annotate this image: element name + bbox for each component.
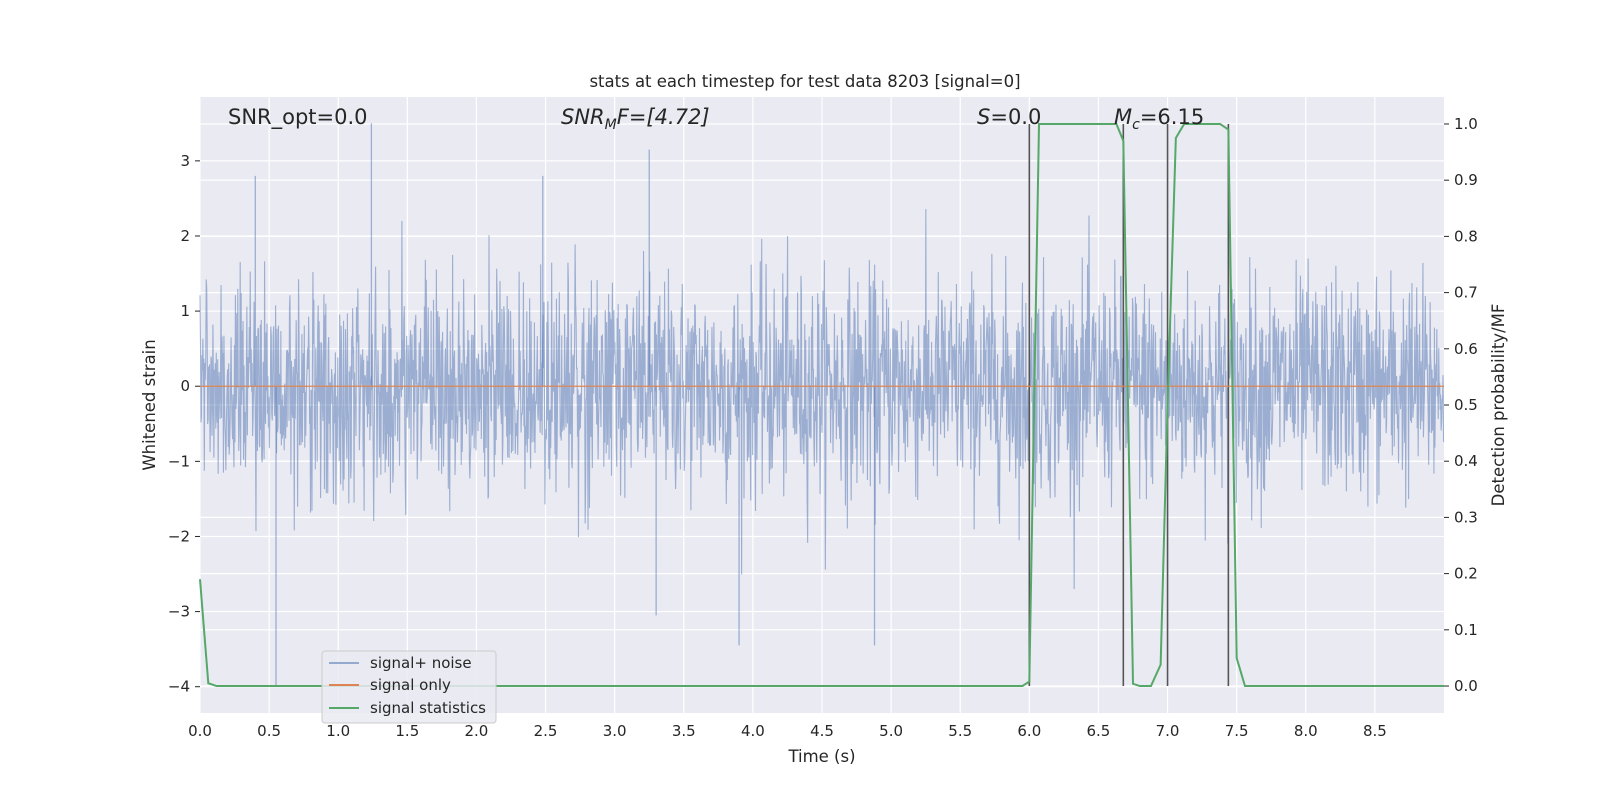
annotation-mc-base: M: [1114, 105, 1132, 129]
chart-title: stats at each timestep for test data 820…: [589, 72, 1020, 91]
y-left-tick-label: 0: [180, 377, 190, 395]
x-tick-label: 0.5: [257, 722, 281, 740]
annotation-s-value: =0.0: [990, 105, 1041, 129]
y-right-tick-label: 0.5: [1454, 396, 1478, 414]
x-tick-label: 8.0: [1294, 722, 1318, 740]
y-right-tick-label: 0.0: [1454, 677, 1478, 695]
x-tick-label: 3.0: [603, 722, 627, 740]
y-left-tick-labels: 3 2 1 0 −1 −2 −3 −4: [168, 152, 200, 696]
annotation-s-symbol: S: [977, 105, 990, 129]
legend: signal+ noise signal only signal statist…: [321, 650, 497, 724]
y-left-tick-label: −2: [168, 527, 190, 545]
annotation-mc: Mc=6.15: [1114, 105, 1204, 133]
annotation-mc-sub: c: [1132, 117, 1140, 133]
x-tick-label: 8.5: [1363, 722, 1387, 740]
y-right-axis-label: Detection probability/MF: [1489, 304, 1508, 507]
annotation-s: S=0.0: [977, 105, 1041, 129]
x-tick-label: 2.5: [534, 722, 558, 740]
y-left-axis-label: Whitened strain: [140, 339, 159, 470]
y-left-tick-label: −3: [168, 603, 190, 621]
signal-statistics-line: [199, 122, 1444, 688]
y-left-tick-label: 1: [180, 302, 190, 320]
y-right-tick-label: 0.9: [1454, 171, 1478, 189]
annotation-snr-mf-base: SNR: [561, 105, 605, 129]
series-signal-statistics: [199, 122, 1444, 688]
y-left-tick-label: 2: [180, 227, 190, 245]
legend-label-signal-plus-noise: signal+ noise: [370, 654, 472, 672]
x-tick-label: 5.5: [948, 722, 972, 740]
y-right-tick-label: 0.3: [1454, 508, 1478, 526]
y-right-tick-label: 0.6: [1454, 340, 1478, 358]
y-right-tick-label: 0.7: [1454, 284, 1478, 302]
y-right-tick-label: 0.4: [1454, 452, 1478, 470]
annotation-snr-mf-sub: M: [605, 117, 617, 133]
x-tick-label: 1.0: [326, 722, 350, 740]
x-tick-label: 4.5: [810, 722, 834, 740]
x-tick-label: 6.5: [1087, 722, 1111, 740]
x-axis-label: Time (s): [787, 747, 855, 766]
x-tick-label: 5.0: [879, 722, 903, 740]
x-tick-label: 6.0: [1017, 722, 1041, 740]
x-tick-label: 4.0: [741, 722, 765, 740]
x-tick-labels: 0.0 0.5 1.0 1.5 2.0 2.5 3.0 3.5 4.0 4.5 5.0 5.5 6.0 6…: [188, 722, 1387, 740]
legend-label-signal-statistics: signal statistics: [370, 699, 486, 717]
x-tick-label: 1.5: [395, 722, 419, 740]
y-left-tick-label: −1: [168, 452, 190, 470]
y-right-tick-label: 1.0: [1454, 115, 1478, 133]
x-tick-label: 3.5: [672, 722, 696, 740]
y-left-tick-label: −4: [168, 678, 190, 696]
y-right-tick-label: 0.8: [1454, 227, 1478, 245]
y-left-tick-label: 3: [180, 152, 190, 170]
annotation-snr-mf: SNRMF=[4.72]: [561, 105, 710, 133]
x-tick-label: 7.5: [1225, 722, 1249, 740]
y-right-tick-label: 0.2: [1454, 565, 1478, 583]
y-right-tick-label: 0.1: [1454, 621, 1478, 639]
legend-box: [321, 650, 497, 724]
x-tick-label: 7.0: [1156, 722, 1180, 740]
annotation-snr-mf-rest: F=[4.72]: [617, 105, 710, 129]
annotation-snr-opt: SNR_opt=0.0: [228, 105, 368, 130]
y-right-tick-labels: 1.0 0.9 0.8 0.7 0.6 0.5 0.4 0.3 0.2 0.1 0.0: [1444, 115, 1478, 695]
signal-plus-noise-line: [199, 209, 1445, 590]
annotation-mc-value: =6.15: [1140, 105, 1204, 129]
x-tick-label: 0.0: [188, 722, 212, 740]
x-tick-label: 2.0: [465, 722, 489, 740]
legend-label-signal-only: signal only: [370, 676, 451, 694]
